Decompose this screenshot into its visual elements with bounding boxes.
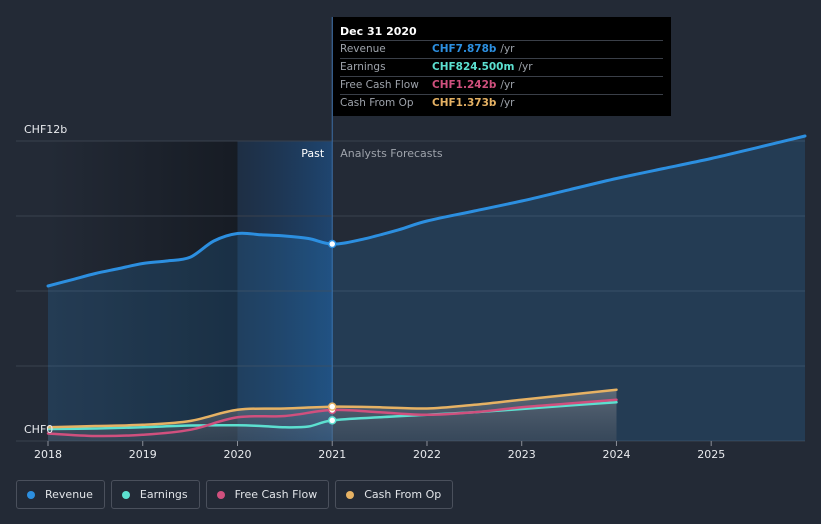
tooltip-label: Earnings <box>340 61 386 73</box>
x-tick-label: 2024 <box>602 448 630 461</box>
tooltip-value: CHF824.500m <box>432 61 515 73</box>
tooltip-row-cash-from-op: Cash From Op CHF1.373b /yr <box>340 94 663 112</box>
tooltip-row-revenue: Revenue CHF7.878b /yr <box>340 40 663 58</box>
legend-item-earnings[interactable]: Earnings <box>110 480 200 509</box>
legend: Revenue Earnings Free Cash Flow Cash Fro… <box>16 480 454 509</box>
tooltip-date: Dec 31 2020 <box>340 25 417 38</box>
legend-dot-icon <box>121 490 130 499</box>
tooltip-label: Cash From Op <box>340 97 414 109</box>
legend-label: Cash From Op <box>364 488 442 501</box>
x-tick-label: 2025 <box>697 448 725 461</box>
legend-label: Revenue <box>45 488 93 501</box>
tooltip: Dec 31 2020 Revenue CHF7.878b /yr Earnin… <box>333 17 671 116</box>
tooltip-label: Revenue <box>340 43 386 55</box>
tooltip-row-earnings: Earnings CHF824.500m /yr <box>340 58 663 76</box>
tooltip-unit: /yr <box>500 43 515 55</box>
legend-label: Earnings <box>139 488 188 501</box>
x-tick-label: 2021 <box>318 448 346 461</box>
legend-item-cash-from-op[interactable]: Cash From Op <box>335 480 454 509</box>
marker-cash-from-op <box>327 402 337 411</box>
legend-dot-icon <box>216 490 225 499</box>
tooltip-value: CHF7.878b <box>432 43 497 55</box>
tooltip-label: Free Cash Flow <box>340 79 419 91</box>
series-area-cash-from-op <box>48 389 617 441</box>
x-tick-label: 2018 <box>34 448 62 461</box>
tooltip-unit: /yr <box>518 61 533 73</box>
marker-revenue <box>327 239 337 249</box>
marker-earnings <box>327 416 337 425</box>
x-tick-label: 2022 <box>413 448 441 461</box>
y-axis-max-label: CHF12b <box>24 123 67 136</box>
x-tick-label: 2023 <box>508 448 536 461</box>
tooltip-unit: /yr <box>500 97 515 109</box>
legend-label: Free Cash Flow <box>234 488 318 501</box>
series-area-revenue <box>48 136 805 441</box>
past-label: Past <box>301 147 325 160</box>
legend-dot-icon <box>346 490 355 499</box>
tooltip-value: CHF1.373b <box>432 97 497 109</box>
series-line-earnings <box>46 401 618 431</box>
legend-dot-icon <box>27 490 35 499</box>
legend-item-revenue[interactable]: Revenue <box>16 480 105 509</box>
y-axis-min-label: CHF0 <box>24 423 53 436</box>
tooltip-row-free-cash-flow: Free Cash Flow CHF1.242b /yr <box>340 76 663 94</box>
x-tick-label: 2019 <box>129 448 157 461</box>
x-tick-label: 2020 <box>223 448 251 461</box>
tooltip-unit: /yr <box>500 79 515 91</box>
series-line-revenue <box>46 134 807 288</box>
legend-item-free-cash-flow[interactable]: Free Cash Flow <box>205 480 330 509</box>
forecast-label: Analysts Forecasts <box>340 147 443 160</box>
tooltip-value: CHF1.242b <box>432 79 497 91</box>
